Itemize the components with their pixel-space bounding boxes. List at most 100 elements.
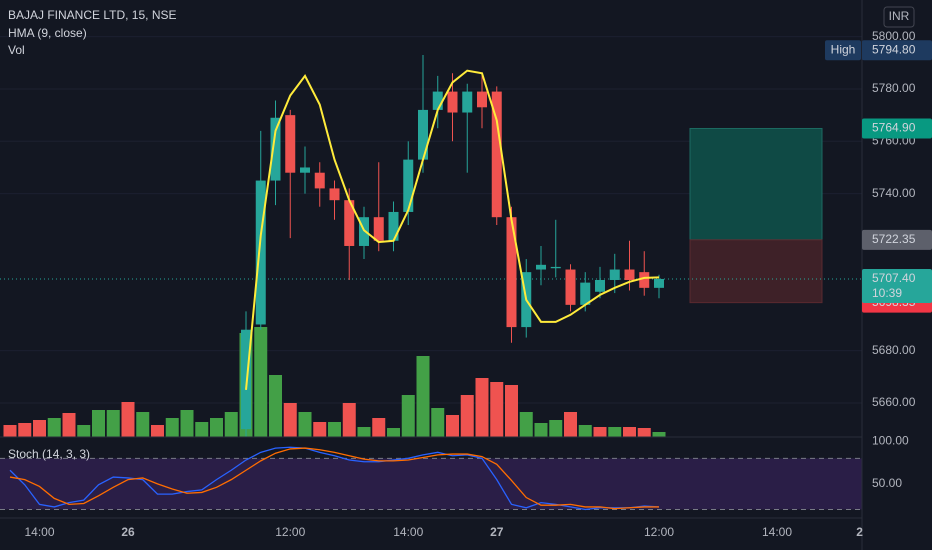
volume-bar (460, 395, 474, 437)
y-tick-label: 5680.00 (872, 343, 916, 357)
volume-bar (224, 412, 238, 437)
stoch-line (9, 447, 659, 510)
volume-bar (92, 410, 105, 437)
candle-body (329, 188, 340, 201)
candle-body (373, 217, 384, 241)
volume-bar (210, 418, 223, 437)
price-pane (0, 36, 862, 437)
candle-body (388, 211, 399, 241)
volume-bar (475, 378, 489, 437)
volume-bar (431, 408, 445, 437)
y-tick-label: 5800.00 (872, 29, 916, 43)
candle-body (314, 172, 325, 189)
candle-body (344, 200, 355, 246)
candle-body (418, 109, 428, 160)
volume-bar (254, 327, 268, 437)
stoch-line (9, 446, 660, 511)
volume-bar (121, 402, 135, 437)
volume-bar (342, 403, 356, 437)
candle-body (270, 117, 281, 181)
countdown: 10:39 (872, 286, 902, 300)
x-tick-label: 14:00 (762, 525, 792, 539)
target-price-box (862, 118, 932, 139)
candle-body (447, 91, 458, 113)
target-price: 5764.90 (872, 121, 916, 135)
x-tick-label: 2 (856, 525, 863, 539)
volume-bar (298, 412, 312, 437)
volume-bar (47, 418, 61, 437)
volume-bar (136, 412, 150, 437)
volume-bar (387, 428, 400, 437)
stoch-tick-label: 50.00 (872, 476, 902, 490)
volume-bar (283, 403, 297, 437)
currency: INR (889, 9, 910, 23)
volume-bar (77, 425, 91, 437)
volume-bar (401, 395, 415, 437)
volume-bar (357, 427, 371, 437)
candle-body (550, 266, 561, 269)
volume-bar (151, 425, 164, 437)
candle-body (403, 159, 414, 212)
volume-legend: Vol (8, 43, 25, 57)
volume-bar (62, 413, 76, 437)
volume-bar (490, 382, 504, 437)
volume-bar (180, 410, 194, 437)
entry-price: 5722.35 (872, 232, 916, 246)
high-price-box (862, 40, 932, 61)
volume-bar (593, 427, 607, 437)
volume-bar (195, 422, 209, 437)
candle-body (595, 279, 605, 292)
stoch-tick-label: 100.00 (872, 433, 909, 447)
hma-legend: HMA (9, close) (8, 26, 87, 40)
volume-bar (33, 420, 46, 437)
volume-bar (578, 425, 592, 437)
volume-bar (416, 356, 430, 437)
candle-body (506, 217, 517, 328)
entry-price-box (862, 229, 932, 250)
candle-body (255, 180, 266, 325)
position-target-zone (689, 127, 823, 241)
volume-bar (313, 422, 327, 437)
volume-bar (505, 385, 518, 437)
volume-bar (328, 422, 341, 437)
candle-body (624, 269, 635, 280)
volume-bar (446, 415, 459, 437)
candle-body (491, 91, 502, 218)
volume-bar (608, 427, 622, 437)
volume-bar (623, 427, 636, 437)
candle-body (639, 272, 650, 288)
x-tick-label: 26 (121, 525, 135, 539)
high-tag-box (825, 40, 861, 61)
volume-bar (564, 412, 577, 437)
volume-bar (372, 418, 386, 437)
volume-bar (165, 418, 179, 437)
volume-bar (269, 375, 282, 437)
volume-bar (3, 425, 17, 437)
volume-bar (549, 420, 563, 437)
candle-body (565, 269, 576, 305)
last-price-box (862, 268, 932, 303)
candle-body (300, 167, 310, 173)
candle-body (432, 91, 443, 110)
chart-title: BAJAJ FINANCE LTD, 15, NSE (8, 8, 177, 22)
y-tick-label: 5740.00 (872, 186, 916, 200)
volume-bar (519, 412, 533, 437)
position-stop-zone (689, 239, 823, 304)
volume-bar (652, 432, 666, 437)
stoch-background (0, 458, 862, 510)
candle-body (477, 91, 487, 108)
candle-body (359, 217, 369, 246)
hma-line (245, 69, 660, 390)
candle-body (580, 282, 591, 305)
x-tick-label: 14:00 (393, 525, 423, 539)
x-tick-label: 12:00 (644, 525, 674, 539)
x-tick-label: 12:00 (275, 525, 305, 539)
volume-bar (534, 423, 548, 437)
candle-body (609, 269, 620, 280)
last-price: 5707.40 (872, 271, 916, 285)
y-tick-label: 5660.00 (872, 395, 916, 409)
y-tick-label: 5780.00 (872, 81, 916, 95)
stoch-pane (0, 446, 862, 511)
